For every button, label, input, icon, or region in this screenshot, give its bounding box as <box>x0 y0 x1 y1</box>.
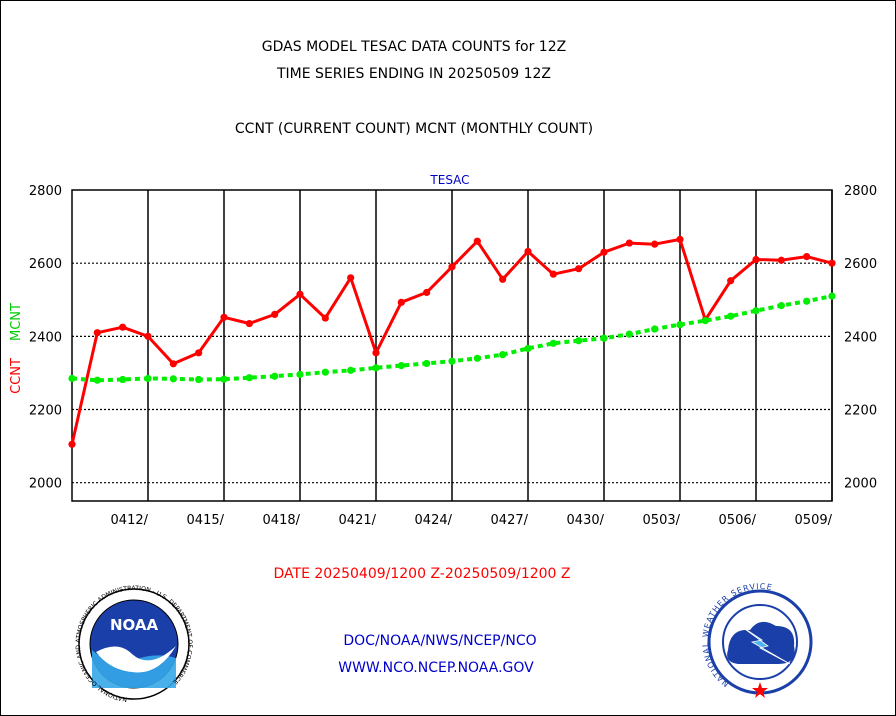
x-tick-label: 0503/ <box>643 513 681 528</box>
y-axis-label-group: CCNT MCNT <box>9 303 24 394</box>
ccnt-point <box>347 274 355 282</box>
y-tick-label-left: 2600 <box>29 257 62 272</box>
mcnt-point <box>701 317 709 325</box>
y-tick-label-left: 2200 <box>29 404 62 419</box>
ccnt-point <box>68 440 76 448</box>
ccnt-point <box>448 263 456 271</box>
mcnt-point <box>499 351 507 359</box>
y-tick-label-left: 2400 <box>29 330 62 345</box>
y-tick-label-right: 2400 <box>844 330 877 345</box>
ccnt-point <box>777 256 785 264</box>
ccnt-point <box>575 265 583 273</box>
mcnt-point <box>448 357 456 365</box>
ccnt-point <box>271 310 279 318</box>
mcnt-point <box>119 375 127 384</box>
ccnt-point <box>549 270 557 278</box>
date-range-label: DATE 20250409/1200 Z-20250509/1200 Z <box>274 566 571 582</box>
ccnt-point <box>245 319 253 328</box>
mcnt-point <box>347 366 355 374</box>
mcnt-point <box>195 375 203 384</box>
ccnt-point <box>625 239 633 247</box>
mcnt-point <box>549 339 557 347</box>
website-label: WWW.NCO.NCEP.NOAA.GOV <box>338 660 534 676</box>
y-tick-label-right: 2800 <box>844 184 877 199</box>
tick-layer: 2000 2000 2200 2200 2400 2400 2600 2600 2800 2800… <box>29 184 877 528</box>
mcnt-point <box>828 292 836 300</box>
ccnt-point <box>169 360 177 368</box>
mcnt-point <box>575 337 583 345</box>
mcnt-point <box>372 364 380 372</box>
mcnt-point <box>423 359 431 368</box>
y-tick-label-right: 2200 <box>844 404 877 419</box>
ccnt-point <box>195 349 203 357</box>
org-label: DOC/NOAA/NWS/NCEP/NCO <box>343 633 536 649</box>
ccnt-point <box>321 314 329 322</box>
y-tick-label-left: 2000 <box>29 477 62 492</box>
y-axis-label-mcnt: MCNT <box>9 303 24 341</box>
ccnt-point <box>600 248 608 256</box>
x-tick-label: 0430/ <box>567 513 605 528</box>
ccnt-point <box>752 255 760 264</box>
mcnt-point <box>271 372 279 380</box>
mcnt-point <box>676 321 684 329</box>
y-tick-label-right: 2000 <box>844 477 877 492</box>
ccnt-point <box>296 290 304 298</box>
mcnt-point <box>777 302 785 310</box>
mcnt-point <box>93 376 101 384</box>
y-tick-label-left: 2800 <box>29 184 62 199</box>
mcnt-point <box>473 354 481 362</box>
ccnt-point <box>372 349 380 357</box>
mcnt-point <box>245 374 253 382</box>
panel-label: TESAC <box>429 173 469 187</box>
x-tick-label: 0421/ <box>339 513 377 528</box>
ccnt-point <box>220 313 228 321</box>
mcnt-point <box>803 297 811 305</box>
ccnt-point <box>727 277 735 285</box>
ccnt-point <box>119 323 127 331</box>
ccnt-point <box>93 329 101 337</box>
grid-layer <box>72 190 833 501</box>
chart-title-line1: GDAS MODEL TESAC DATA COUNTS for 12Z <box>262 39 566 55</box>
chart-title-line2: TIME SERIES ENDING IN 20250509 12Z <box>276 66 551 82</box>
noaa-logo: NOAA NATIONAL OCEANIC AND ATMOSPHERIC AD… <box>75 585 193 703</box>
ccnt-point <box>499 275 507 283</box>
mcnt-point <box>625 330 633 338</box>
x-tick-label: 0418/ <box>263 513 301 528</box>
y-tick-label-right: 2600 <box>844 257 877 272</box>
mcnt-point <box>397 362 405 370</box>
mcnt-point <box>144 374 152 383</box>
x-tick-label: 0427/ <box>491 513 529 528</box>
ccnt-point <box>803 252 811 261</box>
mcnt-point <box>68 374 76 383</box>
ccnt-point <box>473 237 481 245</box>
ccnt-point <box>423 288 431 297</box>
mcnt-point <box>220 375 228 383</box>
chart-subtitle: CCNT (CURRENT COUNT) MCNT (MONTHLY COUNT… <box>235 121 593 137</box>
ccnt-point <box>397 298 405 306</box>
ccnt-point <box>676 235 684 243</box>
x-tick-label: 0509/ <box>795 513 833 528</box>
mcnt-point <box>727 312 735 320</box>
mcnt-point <box>600 334 608 342</box>
x-tick-label: 0424/ <box>415 513 453 528</box>
mcnt-point <box>169 375 177 383</box>
mcnt-point <box>651 325 659 333</box>
ccnt-point <box>828 259 836 267</box>
x-tick-label: 0506/ <box>719 513 757 528</box>
mcnt-point <box>296 370 304 379</box>
mcnt-point <box>321 368 329 376</box>
ccnt-point <box>524 247 532 256</box>
nws-logo: NATIONAL WEATHER SERVICE <box>701 582 813 698</box>
x-tick-label: 0415/ <box>187 513 225 528</box>
ccnt-point <box>144 332 152 340</box>
x-tick-label: 0412/ <box>111 513 149 528</box>
y-axis-label-ccnt: CCNT <box>9 358 24 394</box>
plot-border <box>71 189 833 502</box>
ccnt-point <box>651 240 659 248</box>
mcnt-point <box>752 307 760 315</box>
mcnt-point <box>524 344 532 353</box>
noaa-logo-text: NOAA <box>110 616 159 634</box>
series-layer <box>68 235 836 448</box>
